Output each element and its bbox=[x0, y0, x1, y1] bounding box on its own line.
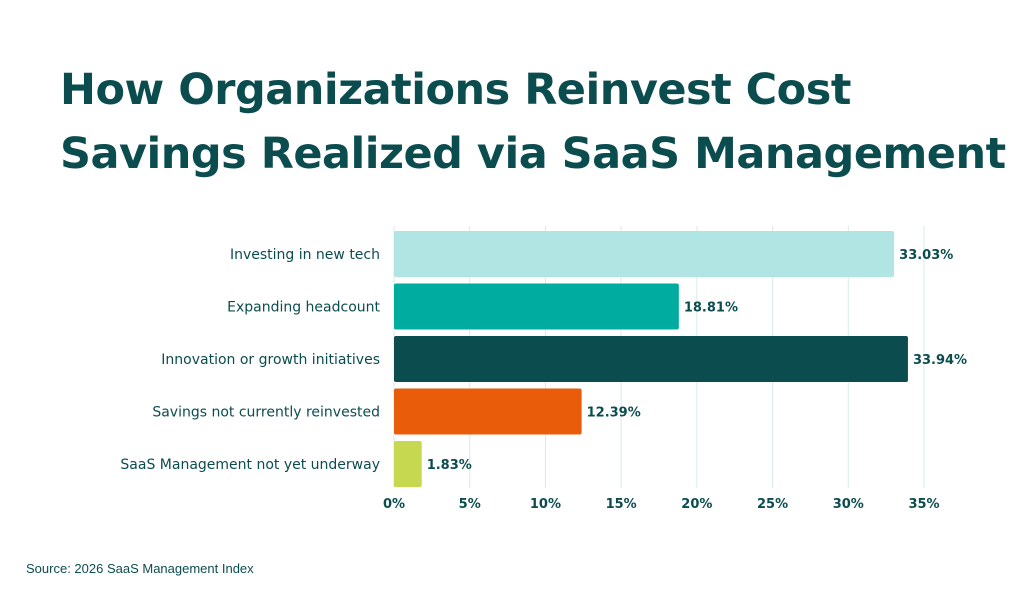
value-labels: 33.03% 18.81% 33.94% 12.39% 1.83% bbox=[427, 248, 967, 473]
bar bbox=[394, 283, 679, 330]
source-note: Source: 2026 SaaS Management Index bbox=[26, 561, 254, 576]
x-tick-label: 20% bbox=[681, 497, 712, 512]
x-tick-label: 25% bbox=[757, 497, 788, 512]
data-label: 33.03% bbox=[899, 248, 953, 263]
x-tick-label: 35% bbox=[908, 497, 939, 512]
category-label: SaaS Management not yet underway bbox=[120, 457, 380, 473]
chart-title-line-2: Savings Realized via SaaS Management bbox=[60, 129, 1006, 179]
category-label: Expanding headcount bbox=[227, 300, 380, 316]
bar bbox=[394, 231, 895, 277]
category-label: Savings not currently reinvested bbox=[152, 405, 380, 421]
x-tick-label: 0% bbox=[383, 497, 405, 512]
x-tick-label: 15% bbox=[606, 497, 637, 512]
bars bbox=[394, 231, 908, 487]
bar bbox=[394, 336, 908, 382]
category-label: Innovation or growth initiatives bbox=[161, 352, 380, 368]
category-label: Investing in new tech bbox=[230, 247, 380, 263]
data-label: 12.39% bbox=[587, 406, 641, 421]
data-label: 1.83% bbox=[427, 458, 472, 473]
bar bbox=[394, 441, 422, 487]
x-tick-label: 5% bbox=[459, 497, 481, 512]
chart-title-line-1: How Organizations Reinvest Cost bbox=[60, 65, 851, 115]
bar bbox=[394, 388, 582, 435]
x-axis-ticks: 0% 5% 10% 15% 20% 25% 30% 35% bbox=[383, 497, 940, 512]
data-label: 33.94% bbox=[913, 353, 967, 368]
x-tick-label: 10% bbox=[530, 497, 561, 512]
category-labels: Investing in new tech Expanding headcount… bbox=[120, 247, 380, 473]
x-tick-label: 30% bbox=[833, 497, 864, 512]
data-label: 18.81% bbox=[684, 301, 738, 316]
